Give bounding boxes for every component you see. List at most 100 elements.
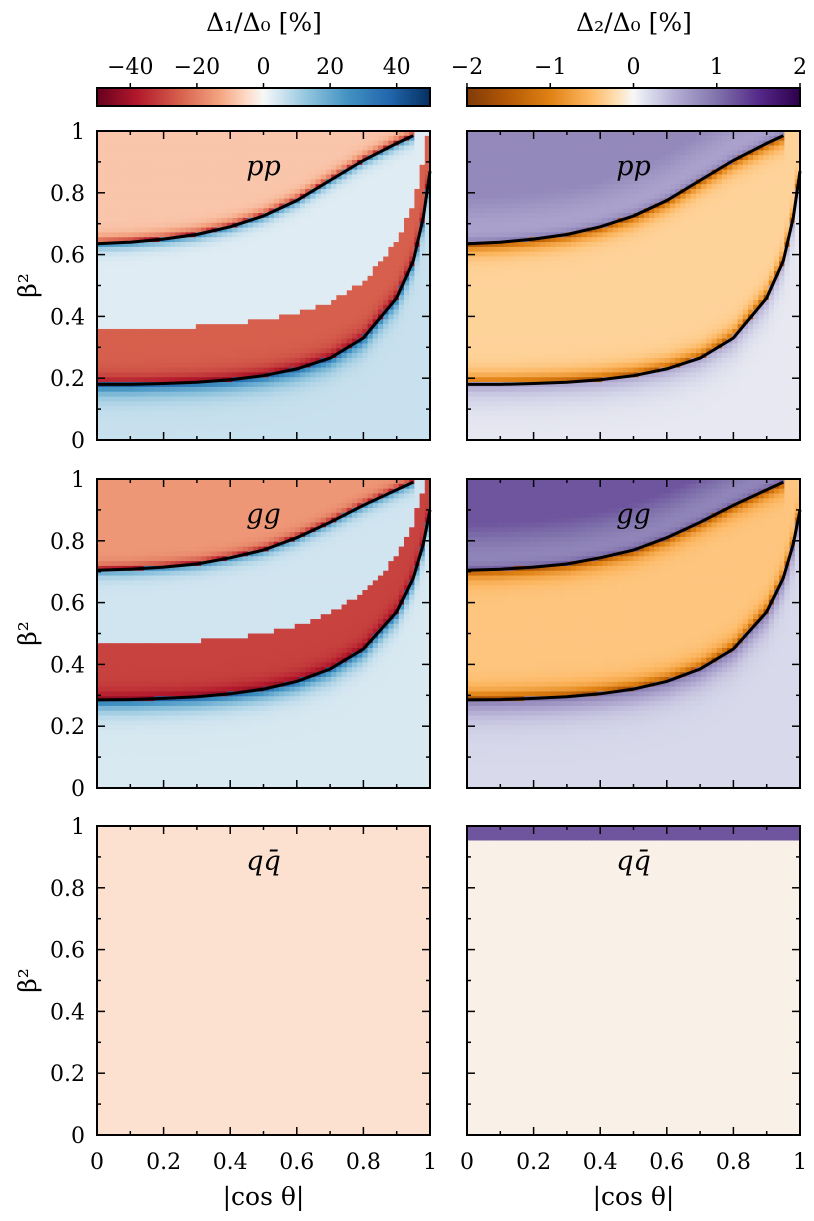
- heatmap-cell: [467, 304, 473, 311]
- heatmap-cell: [123, 131, 129, 137]
- heatmap-cell: [524, 155, 531, 161]
- heatmap-cell: [503, 222, 510, 229]
- heatmap-cell: [331, 155, 337, 161]
- heatmap-cell: [154, 184, 161, 190]
- heatmap-cell: [242, 266, 249, 272]
- heatmap-cell: [117, 299, 124, 306]
- heatmap-cell: [331, 377, 337, 383]
- heatmap-cell: [263, 411, 270, 417]
- heatmap-cell: [190, 420, 197, 427]
- heatmap-cell: [398, 140, 405, 147]
- heatmap-cell: [289, 343, 296, 349]
- heatmap-cell: [190, 309, 197, 316]
- heatmap-cell: [211, 411, 218, 417]
- heatmap-cell: [164, 415, 171, 422]
- heatmap-cell: [487, 203, 494, 209]
- heatmap-cell: [206, 406, 213, 412]
- heatmap-cell: [414, 411, 421, 417]
- heatmap-cell: [102, 198, 109, 205]
- heatmap-cell: [346, 304, 353, 311]
- heatmap-cell: [403, 246, 410, 253]
- heatmap-cell: [299, 425, 306, 431]
- heatmap-cell: [377, 256, 384, 262]
- heatmap-cell: [414, 227, 421, 233]
- heatmap-cell: [128, 174, 135, 180]
- heatmap-cell: [388, 203, 395, 209]
- heatmap-cell: [206, 266, 213, 272]
- heatmap-cell: [346, 237, 353, 243]
- heatmap-cell: [487, 377, 494, 383]
- heatmap-cell: [143, 290, 150, 296]
- heatmap-cell: [393, 290, 400, 296]
- heatmap-cell: [263, 401, 270, 407]
- heatmap-cell: [180, 169, 187, 176]
- heatmap-cell: [190, 169, 197, 176]
- heatmap-cell: [388, 217, 395, 224]
- heatmap-cell: [294, 285, 301, 291]
- heatmap-cell: [346, 319, 353, 325]
- heatmap-cell: [211, 338, 218, 345]
- heatmap-cell: [138, 150, 145, 156]
- heatmap-cell: [341, 222, 348, 229]
- heatmap-cell: [341, 155, 348, 161]
- heatmap-cell: [534, 140, 541, 147]
- heatmap-cell: [508, 251, 515, 258]
- heatmap-cell: [242, 333, 249, 340]
- heatmap-cell: [258, 382, 265, 388]
- heatmap-cell: [503, 285, 510, 291]
- heatmap-cell: [149, 367, 155, 374]
- heatmap-cell: [138, 411, 145, 417]
- heatmap-cell: [273, 430, 280, 436]
- heatmap-cell: [534, 145, 541, 151]
- heatmap-cell: [201, 251, 207, 258]
- heatmap-cell: [221, 367, 228, 374]
- heatmap-cell: [268, 333, 275, 340]
- heatmap-cell: [242, 246, 249, 253]
- heatmap-cell: [258, 396, 265, 402]
- heatmap-cell: [403, 309, 410, 316]
- heatmap-cell: [325, 266, 332, 272]
- heatmap-cell: [247, 188, 254, 195]
- heatmap-cell: [128, 430, 135, 436]
- heatmap-cell: [414, 275, 421, 282]
- heatmap-cell: [498, 362, 505, 369]
- heatmap-cell: [206, 198, 213, 205]
- heatmap-cell: [268, 343, 275, 349]
- heatmap-cell: [351, 251, 358, 258]
- heatmap-cell: [123, 324, 129, 330]
- heatmap-cell: [419, 430, 426, 436]
- heatmap-cell: [263, 251, 270, 258]
- heatmap-cell: [289, 213, 296, 219]
- heatmap-cell: [341, 290, 348, 296]
- heatmap-cell: [482, 353, 489, 359]
- heatmap-cell: [419, 401, 426, 407]
- heatmap-cell: [362, 425, 369, 431]
- heatmap-cell: [201, 386, 207, 393]
- heatmap-cell: [211, 386, 218, 393]
- heatmap-cell: [242, 159, 249, 166]
- heatmap-cell: [211, 217, 218, 224]
- heatmap-cell: [123, 314, 129, 320]
- heatmap-cell: [190, 242, 197, 248]
- heatmap-cell: [242, 208, 249, 214]
- heatmap-cell: [320, 198, 327, 205]
- heatmap-cell: [247, 242, 254, 248]
- heatmap-cell: [357, 343, 363, 349]
- heatmap-cell: [310, 135, 317, 142]
- heatmap-cell: [294, 242, 301, 248]
- heatmap-cell: [268, 295, 275, 301]
- heatmap-cell: [284, 213, 291, 219]
- heatmap-cell: [273, 333, 280, 340]
- heatmap-cell: [185, 357, 192, 364]
- heatmap-cell: [175, 271, 181, 277]
- heatmap-cell: [482, 145, 489, 151]
- heatmap-cell: [107, 367, 114, 374]
- heatmap-cell: [154, 193, 161, 200]
- heatmap-cell: [97, 348, 103, 354]
- heatmap-cell: [398, 217, 405, 224]
- heatmap-cell: [519, 261, 525, 267]
- heatmap-cell: [487, 222, 494, 229]
- heatmap-cell: [221, 299, 228, 306]
- heatmap-cell: [211, 203, 218, 209]
- heatmap-cell: [143, 280, 150, 287]
